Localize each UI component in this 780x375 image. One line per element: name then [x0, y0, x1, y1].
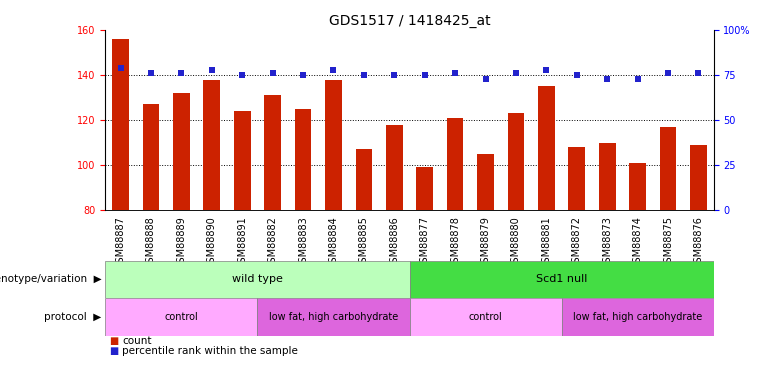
Bar [562, 298, 714, 336]
Point [236, 72, 249, 78]
Bar [690, 145, 707, 210]
Bar [629, 163, 646, 210]
Text: control: control [469, 312, 502, 322]
Point [206, 67, 218, 73]
Bar [143, 104, 159, 210]
Bar [105, 298, 257, 336]
Text: ■: ■ [109, 336, 119, 346]
Bar [325, 80, 342, 210]
Point [479, 76, 492, 82]
Point [388, 72, 401, 78]
Point [449, 70, 462, 76]
Bar [112, 39, 129, 210]
Bar [447, 118, 463, 210]
Text: low fat, high carbohydrate: low fat, high carbohydrate [573, 312, 702, 322]
Point [661, 70, 674, 76]
Point [176, 70, 188, 76]
Point [145, 70, 158, 76]
Text: low fat, high carbohydrate: low fat, high carbohydrate [269, 312, 398, 322]
Bar [204, 80, 220, 210]
Text: percentile rank within the sample: percentile rank within the sample [122, 346, 298, 355]
Bar [356, 149, 372, 210]
Bar [105, 261, 410, 298]
Bar [410, 261, 714, 298]
Text: wild type: wild type [232, 274, 283, 284]
Bar [477, 154, 494, 210]
Point [419, 72, 431, 78]
Bar [295, 109, 311, 210]
Bar [508, 113, 524, 210]
Point [693, 70, 705, 76]
Point [297, 72, 310, 78]
Text: ■: ■ [109, 346, 119, 355]
Text: count: count [122, 336, 152, 346]
Point [115, 65, 127, 71]
Bar [660, 127, 676, 210]
Bar [234, 111, 250, 210]
Point [601, 76, 614, 82]
Bar [264, 95, 281, 210]
Bar [538, 86, 555, 210]
Point [571, 72, 583, 78]
Point [510, 70, 523, 76]
Bar [173, 93, 190, 210]
Bar [599, 142, 615, 210]
Bar [410, 298, 562, 336]
Point [541, 67, 553, 73]
Point [632, 76, 644, 82]
Text: control: control [165, 312, 198, 322]
Bar [569, 147, 585, 210]
Text: protocol  ▶: protocol ▶ [44, 312, 101, 322]
Text: Scd1 null: Scd1 null [536, 274, 587, 284]
Text: genotype/variation  ▶: genotype/variation ▶ [0, 274, 101, 284]
Bar [257, 298, 410, 336]
Title: GDS1517 / 1418425_at: GDS1517 / 1418425_at [328, 13, 491, 28]
Point [358, 72, 370, 78]
Bar [417, 167, 433, 210]
Point [328, 67, 340, 73]
Bar [386, 124, 402, 210]
Point [267, 70, 279, 76]
